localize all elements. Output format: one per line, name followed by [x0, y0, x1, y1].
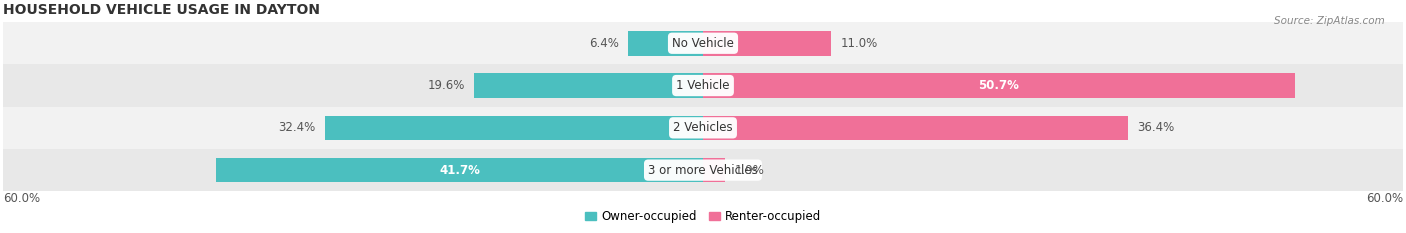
Text: 60.0%: 60.0% — [3, 192, 39, 205]
Text: 1 Vehicle: 1 Vehicle — [676, 79, 730, 92]
Bar — [703, 158, 725, 182]
Text: 32.4%: 32.4% — [278, 121, 315, 134]
Text: 19.6%: 19.6% — [427, 79, 465, 92]
Text: 41.7%: 41.7% — [439, 164, 479, 177]
Text: 60.0%: 60.0% — [1367, 192, 1403, 205]
Bar — [628, 31, 703, 55]
Bar — [3, 149, 1403, 191]
Text: 3 or more Vehicles: 3 or more Vehicles — [648, 164, 758, 177]
Bar — [703, 116, 1128, 140]
Bar — [3, 64, 1403, 107]
Text: No Vehicle: No Vehicle — [672, 37, 734, 50]
Text: 36.4%: 36.4% — [1137, 121, 1174, 134]
Text: HOUSEHOLD VEHICLE USAGE IN DAYTON: HOUSEHOLD VEHICLE USAGE IN DAYTON — [3, 3, 319, 17]
Legend: Owner-occupied, Renter-occupied: Owner-occupied, Renter-occupied — [579, 205, 827, 228]
Bar — [703, 31, 831, 55]
Text: 11.0%: 11.0% — [841, 37, 877, 50]
Bar — [703, 73, 1295, 98]
Text: 2 Vehicles: 2 Vehicles — [673, 121, 733, 134]
Bar — [325, 116, 703, 140]
Bar — [474, 73, 703, 98]
Text: 50.7%: 50.7% — [979, 79, 1019, 92]
Text: 6.4%: 6.4% — [589, 37, 619, 50]
Text: 1.9%: 1.9% — [734, 164, 765, 177]
Bar — [3, 107, 1403, 149]
Text: Source: ZipAtlas.com: Source: ZipAtlas.com — [1274, 16, 1385, 26]
Bar — [3, 22, 1403, 64]
Bar — [217, 158, 703, 182]
